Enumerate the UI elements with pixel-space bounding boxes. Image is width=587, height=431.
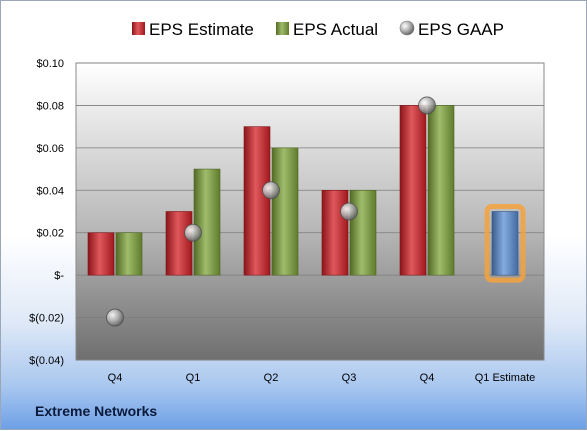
bar-eps-forecast (491, 211, 519, 276)
bar-eps-actual (427, 105, 455, 276)
bar-eps-estimate (87, 232, 115, 276)
bar-eps-estimate (243, 126, 271, 276)
y-tick-label: $0.06 (36, 143, 64, 155)
bar-eps-estimate (165, 211, 193, 276)
bar-eps-actual (115, 232, 143, 276)
company-name: Extreme Networks (35, 403, 158, 419)
bar-eps-actual (349, 189, 377, 276)
x-tick-label: Q4 (420, 372, 435, 384)
point-eps-gaap (262, 181, 280, 200)
y-tick-label: $0.08 (36, 100, 64, 112)
y-tick-label: $(0.02) (29, 313, 64, 325)
point-eps-gaap (340, 202, 358, 221)
legend-swatch (132, 22, 145, 35)
legend-label: EPS GAAP (418, 20, 504, 39)
x-tick-label: Q1 (186, 372, 201, 384)
point-eps-gaap (184, 223, 202, 242)
bar-eps-actual (193, 168, 221, 276)
legend-label: EPS Estimate (149, 20, 254, 39)
bar-eps-estimate (399, 105, 427, 276)
forecast-glow (484, 204, 526, 283)
legend-swatch (399, 20, 415, 36)
x-tick-label: Q1 Estimate (475, 372, 536, 384)
y-tick-label: $0.02 (36, 228, 64, 240)
x-tick-label: Q2 (264, 372, 279, 384)
x-tick-label: Q4 (108, 372, 123, 384)
bar-eps-estimate (321, 189, 349, 276)
y-tick-label: $- (54, 270, 64, 282)
point-eps-gaap (106, 308, 124, 327)
bar-eps-actual (271, 147, 299, 276)
legend-swatch (276, 22, 289, 35)
legend-label: EPS Actual (293, 20, 378, 39)
y-tick-label: $0.04 (36, 185, 64, 197)
y-tick-label: $0.10 (36, 58, 64, 70)
plot-area (75, 62, 545, 361)
x-tick-label: Q3 (342, 372, 357, 384)
y-tick-label: $(0.04) (29, 355, 64, 367)
point-eps-gaap (418, 96, 436, 115)
